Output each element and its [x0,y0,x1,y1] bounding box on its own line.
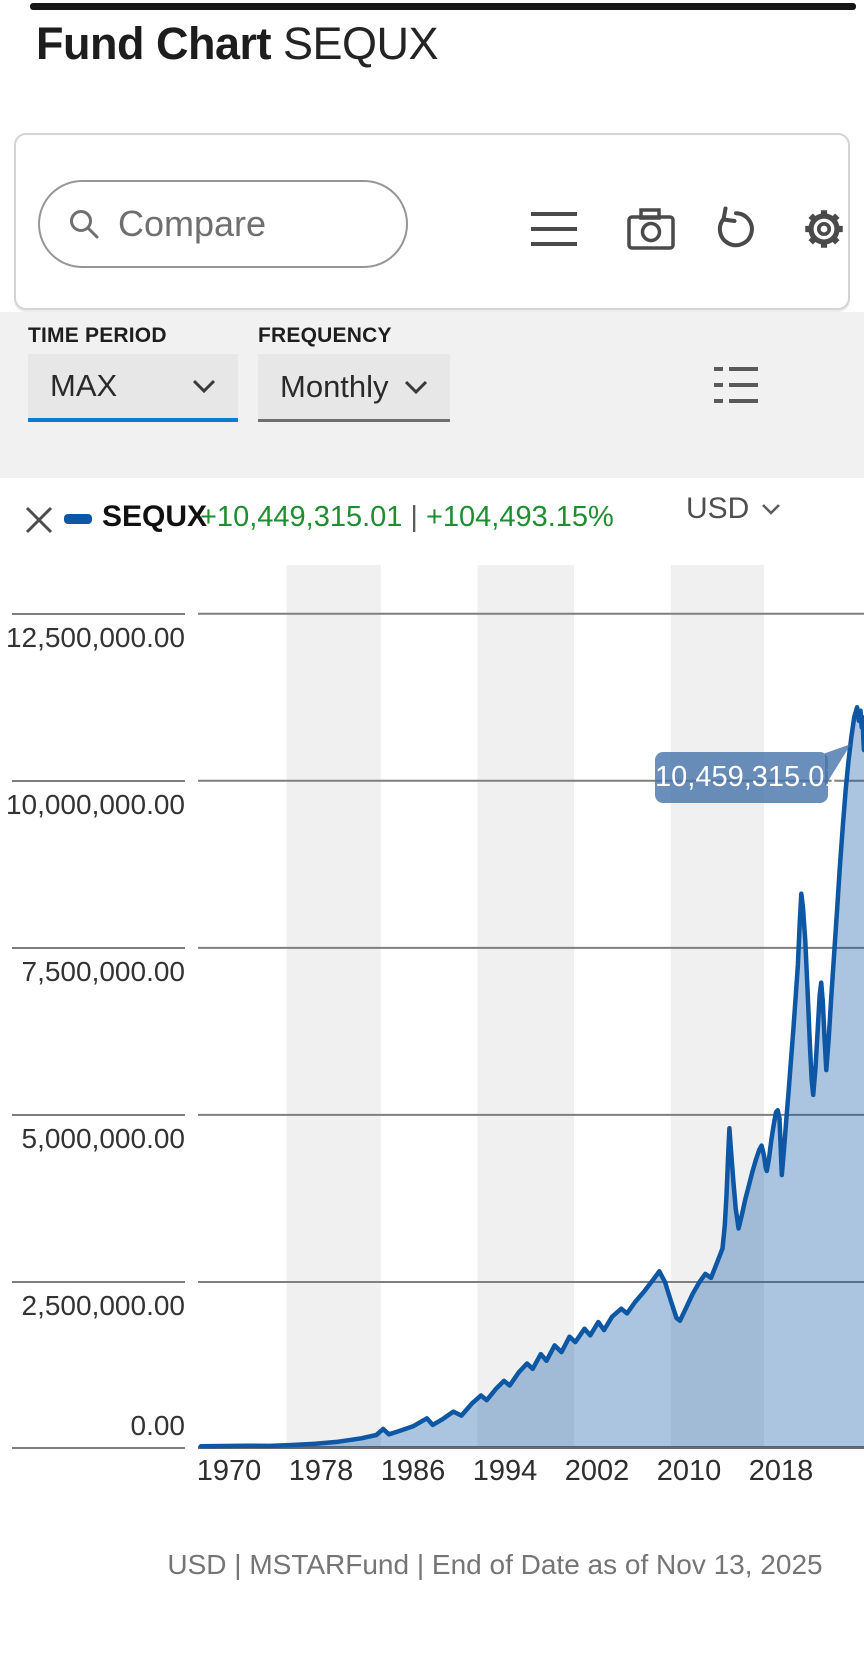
tooltip-value: 10,459,315.01 [655,761,841,793]
gear-icon [805,210,843,248]
time-period-select[interactable]: MAX [28,354,238,422]
series-area [200,707,864,1447]
chevron-down-icon [762,504,781,515]
y-axis: 12,500,000.00 10,000,000.00 7,500,000.00 5,… [0,565,198,1449]
camera-icon [627,208,675,250]
y-axis-label: 5,000,000.00 [21,1123,186,1154]
x-axis-label: 2002 [564,1455,630,1487]
x-axis-label: 2018 [748,1455,814,1487]
y-tick-line [12,947,185,949]
price-plot[interactable] [198,565,864,1449]
compare-input[interactable] [118,203,358,245]
currency-value: USD [686,492,750,525]
plot-band [477,565,575,1449]
chart-footnote: USD | MSTARFund | End of Date as of Nov … [167,1549,823,1580]
legend-list-button[interactable] [712,360,760,412]
y-tick-line [12,613,185,615]
menu-button[interactable] [528,203,580,255]
x-axis-label: 2010 [656,1455,722,1487]
frequency-value: Monthly [280,368,389,404]
series-gain: +10,449,315.01 | +104,493.15% [200,501,614,534]
y-axis-label: 12,500,000.00 [5,622,185,653]
series-line [198,705,864,1449]
series-legend-row: SEQUX +10,449,315.01 | +104,493.15% USD [0,492,864,546]
y-tick-line [12,1114,185,1116]
series-gain-separator: | [410,501,418,533]
undo-icon [717,206,754,248]
page-title: Fund Chart SEQUX [36,18,439,70]
list-icon [714,366,758,403]
x-axis-label: 1978 [288,1455,354,1487]
series-gain-value: +10,449,315.01 [200,501,403,533]
close-icon [25,506,53,534]
top-accent-bar [30,3,856,10]
series-gain-percent: +104,493.15% [425,501,614,533]
x-axis-label: 1970 [196,1455,262,1487]
chevron-down-icon [404,380,428,394]
y-tick-line [12,780,185,782]
frequency-select[interactable]: Monthly [258,354,450,422]
y-tick-line [12,1281,185,1283]
y-axis-label: 0.00 [130,1410,186,1441]
x-axis-label: 1986 [380,1455,446,1487]
menu-icon [531,212,577,246]
remove-series-button[interactable] [22,504,56,538]
search-icon [70,210,99,239]
series-swatch [64,514,92,524]
plot-band [286,565,381,1449]
filters-panel: TIME PERIOD FREQUENCY MAX Monthly [0,312,864,478]
time-period-value: MAX [50,368,118,403]
plot-band [670,565,764,1449]
currency-selector[interactable]: USD [686,492,781,526]
series-ticker: SEQUX [102,500,208,533]
y-axis-label: 10,000,000.00 [5,789,185,820]
y-tick-line [12,1447,185,1449]
chart-area: 12,500,000.00 10,000,000.00 7,500,000.00 5,… [0,545,864,1505]
undo-button[interactable] [709,203,761,255]
title-ticker: SEQUX [282,18,439,69]
toolbar-card [14,133,850,310]
screenshot-button[interactable] [625,203,677,255]
x-axis: 1970 1978 1986 1994 2002 2010 2018 [197,1455,864,1495]
compare-search[interactable] [38,180,408,268]
frequency-label: FREQUENCY [258,324,392,347]
x-axis-label: 1994 [472,1455,538,1487]
time-period-label: TIME PERIOD [28,324,167,347]
y-axis-label: 7,500,000.00 [21,956,186,987]
page-title-text: Fund Chart [36,18,271,69]
y-axis-label: 2,500,000.00 [21,1290,186,1321]
settings-button[interactable] [798,203,850,255]
chevron-down-icon [192,379,216,393]
last-value-tooltip: 10,459,315.01 [655,752,840,803]
